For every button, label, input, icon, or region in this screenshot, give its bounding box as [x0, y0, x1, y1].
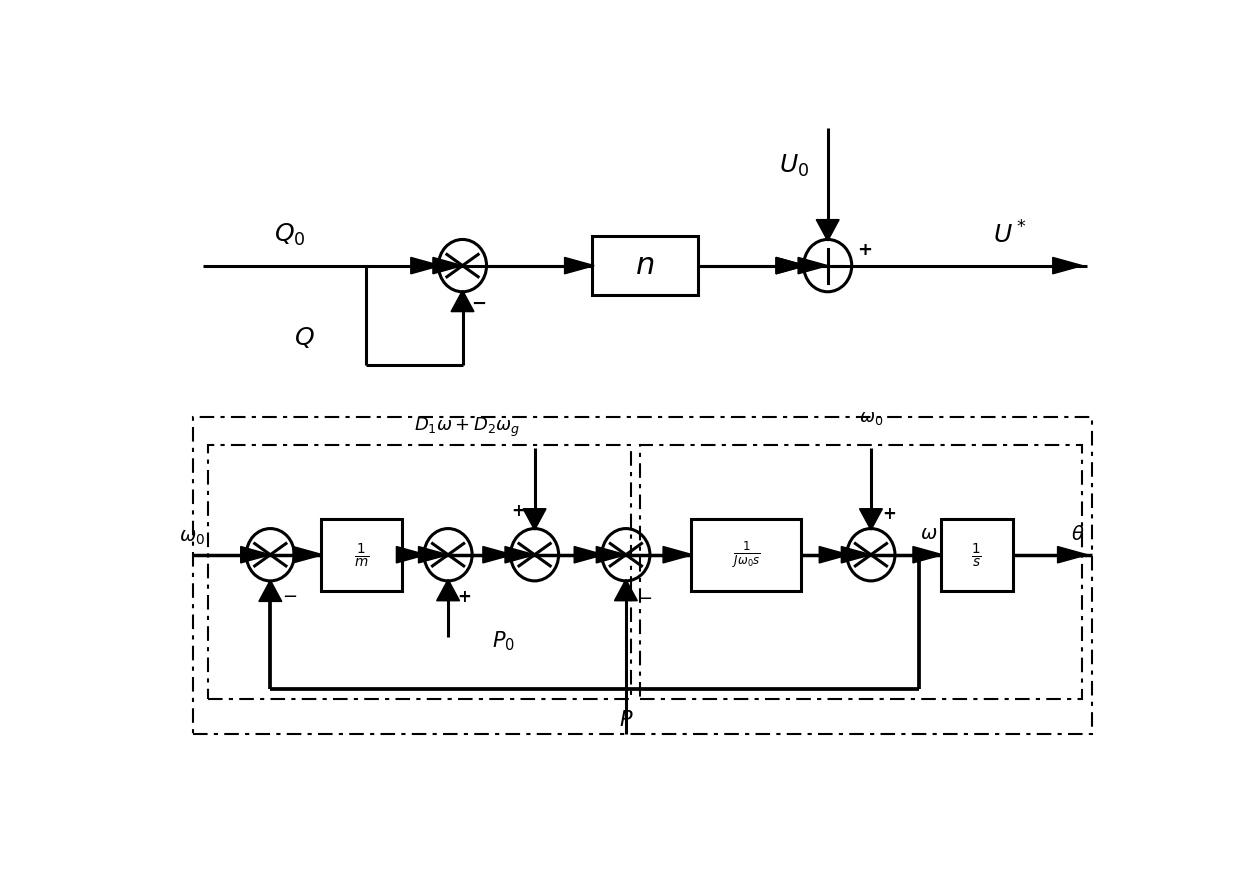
Polygon shape: [816, 220, 839, 240]
Text: $\omega$: $\omega$: [920, 525, 937, 543]
FancyBboxPatch shape: [941, 519, 1013, 591]
Text: $Q$: $Q$: [294, 325, 314, 350]
Text: +: +: [883, 505, 897, 523]
FancyBboxPatch shape: [321, 519, 403, 591]
Text: $Q_0$: $Q_0$: [274, 222, 305, 248]
FancyBboxPatch shape: [691, 519, 801, 591]
Polygon shape: [523, 509, 546, 530]
Polygon shape: [574, 546, 604, 563]
Text: $D_1\omega+D_2\omega_g$: $D_1\omega+D_2\omega_g$: [414, 416, 521, 439]
Text: $U_0$: $U_0$: [779, 153, 810, 179]
Polygon shape: [293, 546, 322, 563]
Text: $-$: $-$: [637, 587, 652, 606]
Polygon shape: [564, 257, 594, 274]
Text: $\frac{1}{s}$: $\frac{1}{s}$: [971, 541, 982, 569]
Text: +: +: [511, 502, 525, 520]
Text: $\frac{1}{m}$: $\frac{1}{m}$: [353, 541, 370, 569]
Polygon shape: [482, 546, 512, 563]
Text: $\omega_0$: $\omega_0$: [859, 409, 883, 427]
Text: $\omega_0$: $\omega_0$: [179, 528, 205, 546]
Text: $P$: $P$: [619, 710, 634, 730]
Text: −: −: [471, 294, 486, 313]
Text: +: +: [458, 587, 471, 606]
Polygon shape: [433, 257, 463, 274]
Polygon shape: [859, 509, 883, 530]
Polygon shape: [436, 579, 460, 601]
Text: +: +: [857, 240, 872, 258]
Polygon shape: [776, 257, 806, 274]
Text: $U^*$: $U^*$: [993, 221, 1027, 249]
Polygon shape: [776, 257, 806, 274]
Text: $n$: $n$: [635, 250, 655, 281]
Text: $\theta$: $\theta$: [1071, 525, 1084, 544]
Polygon shape: [799, 257, 828, 274]
Text: $\frac{1}{J\omega_0 s}$: $\frac{1}{J\omega_0 s}$: [732, 539, 760, 570]
Polygon shape: [410, 257, 440, 274]
Polygon shape: [451, 291, 474, 312]
Polygon shape: [505, 546, 534, 563]
Polygon shape: [241, 546, 270, 563]
Polygon shape: [663, 546, 693, 563]
Text: $P_0$: $P_0$: [492, 629, 516, 653]
Polygon shape: [913, 546, 942, 563]
Polygon shape: [820, 546, 849, 563]
Polygon shape: [397, 546, 427, 563]
Polygon shape: [419, 546, 448, 563]
Polygon shape: [842, 546, 870, 563]
Polygon shape: [1053, 257, 1083, 274]
Polygon shape: [259, 580, 281, 602]
Polygon shape: [615, 579, 637, 601]
FancyBboxPatch shape: [593, 236, 698, 295]
Text: $-$: $-$: [281, 586, 298, 604]
Polygon shape: [1058, 546, 1087, 563]
Polygon shape: [596, 546, 626, 563]
